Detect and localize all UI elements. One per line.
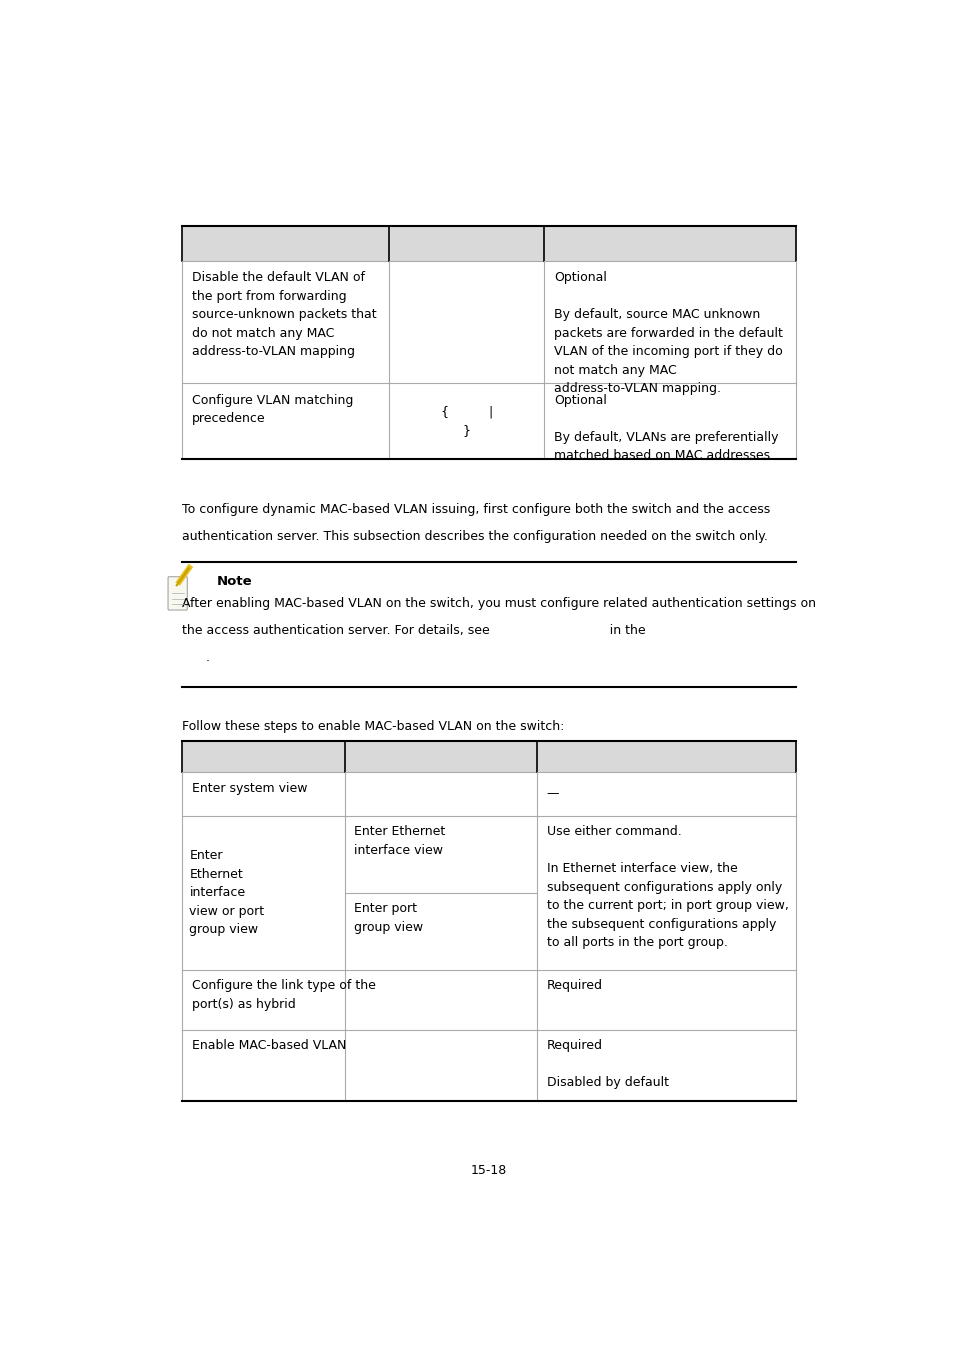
Text: After enabling MAC-based VLAN on the switch, you must configure related authenti: After enabling MAC-based VLAN on the swi…: [182, 597, 815, 609]
Text: .: .: [182, 651, 210, 664]
Text: Optional

By default, source MAC unknown
packets are forwarded in the default
VL: Optional By default, source MAC unknown …: [554, 271, 782, 396]
Text: Enter
Ethernet
interface
view or port
group view: Enter Ethernet interface view or port gr…: [190, 849, 264, 937]
Text: authentication server. This subsection describes the configuration needed on the: authentication server. This subsection d…: [182, 531, 767, 543]
Bar: [182, 227, 795, 261]
Text: Note: Note: [216, 575, 253, 587]
Text: Use either command.

In Ethernet interface view, the
subsequent configurations a: Use either command. In Ethernet interfac…: [546, 825, 787, 949]
Text: Configure the link type of the
port(s) as hybrid: Configure the link type of the port(s) a…: [192, 979, 375, 1011]
Text: To configure dynamic MAC-based VLAN issuing, first configure both the switch and: To configure dynamic MAC-based VLAN issu…: [182, 504, 769, 516]
Text: Enter Ethernet
interface view: Enter Ethernet interface view: [354, 825, 445, 857]
Text: Follow these steps to enable MAC-based VLAN on the switch:: Follow these steps to enable MAC-based V…: [182, 720, 564, 733]
Text: 15-18: 15-18: [471, 1164, 506, 1177]
Text: —: —: [546, 787, 558, 801]
Text: Required

Disabled by default: Required Disabled by default: [546, 1040, 668, 1089]
Text: Enter system view: Enter system view: [192, 782, 307, 795]
Text: Configure VLAN matching
precedence: Configure VLAN matching precedence: [192, 394, 353, 425]
Text: the access authentication server. For details, see                              : the access authentication server. For de…: [182, 624, 645, 637]
Text: Required: Required: [546, 979, 602, 992]
FancyBboxPatch shape: [168, 576, 187, 610]
Text: Disable the default VLAN of
the port from forwarding
source-unknown packets that: Disable the default VLAN of the port fro…: [192, 271, 375, 358]
Text: Enter port
group view: Enter port group view: [354, 902, 423, 934]
Text: Enable MAC-based VLAN: Enable MAC-based VLAN: [192, 1040, 346, 1053]
Text: {          |
}: { | }: [440, 405, 493, 437]
Text: Optional

By default, VLANs are preferentially
matched based on MAC addresses.: Optional By default, VLANs are preferent…: [554, 394, 778, 462]
Bar: [182, 741, 795, 772]
